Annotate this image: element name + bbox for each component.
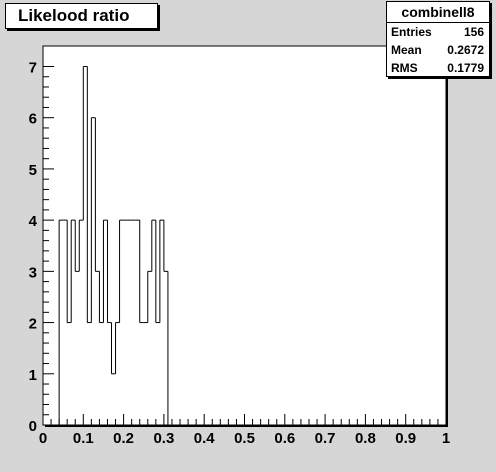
x-tick-label: 0.2 [113, 430, 134, 447]
x-tick-label: 0.6 [274, 430, 295, 447]
y-tick-label: 2 [29, 316, 37, 333]
y-tick-label: 4 [29, 213, 38, 230]
stats-entries-value: 156 [463, 25, 484, 39]
x-tick-label: 0.8 [355, 430, 376, 447]
y-tick-label: 7 [29, 59, 37, 76]
y-tick-label: 0 [29, 418, 37, 435]
stats-histogram-name: combinell8 [387, 2, 489, 23]
x-tick-label: 0.3 [153, 430, 174, 447]
stats-row-entries: Entries 156 [387, 23, 489, 41]
stats-rms-label: RMS [391, 61, 418, 75]
stats-mean-label: Mean [391, 43, 422, 57]
chart-title: Likelood ratio [5, 3, 158, 29]
y-tick-label: 1 [29, 367, 37, 384]
y-tick-label: 3 [29, 264, 37, 281]
stats-row-mean: Mean 0.2672 [387, 41, 489, 59]
stats-box: combinell8 Entries 156 Mean 0.2672 RMS 0… [386, 1, 490, 77]
y-tick-label: 6 [29, 111, 37, 128]
plot-area [42, 45, 447, 426]
x-tick-label: 1 [442, 430, 450, 447]
x-tick-label: 0.9 [395, 430, 416, 447]
x-tick-label: 0.7 [315, 430, 336, 447]
x-tick-label: 0 [39, 430, 47, 447]
stats-row-rms: RMS 0.1779 [387, 59, 489, 77]
stats-entries-label: Entries [391, 25, 432, 39]
stats-rms-value: 0.1779 [447, 61, 484, 75]
stats-mean-value: 0.2672 [447, 43, 484, 57]
x-tick-label: 0.1 [73, 430, 94, 447]
y-tick-label: 5 [29, 162, 37, 179]
x-tick-label: 0.5 [234, 430, 255, 447]
x-tick-label: 0.4 [194, 430, 216, 447]
